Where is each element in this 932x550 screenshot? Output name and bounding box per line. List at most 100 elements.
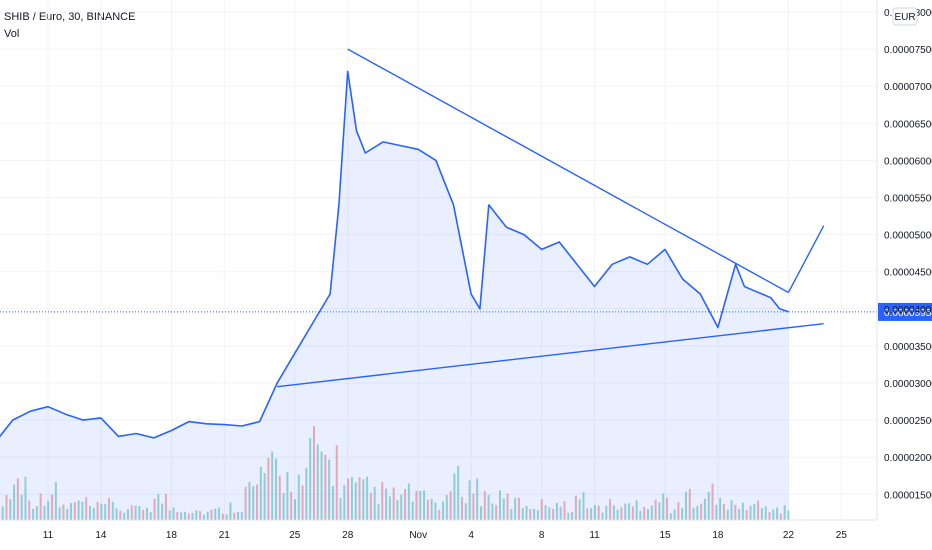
trendline bbox=[787, 225, 825, 293]
volume-bar bbox=[479, 506, 482, 520]
volume-bar bbox=[221, 513, 224, 520]
volume-bar bbox=[153, 498, 156, 520]
volume-bar bbox=[358, 477, 361, 520]
volume-bar bbox=[586, 508, 589, 520]
volume-bar bbox=[563, 501, 566, 520]
volume-bar bbox=[381, 482, 384, 520]
volume-bar bbox=[567, 512, 570, 520]
y-tick-label: 0.00002500 bbox=[884, 416, 932, 427]
volume-bar bbox=[161, 503, 164, 520]
volume-bar bbox=[738, 509, 741, 520]
volume-bar bbox=[92, 507, 95, 520]
x-tick-label: 15 bbox=[659, 530, 671, 541]
volume-bar bbox=[172, 507, 175, 520]
volume-bar bbox=[647, 509, 650, 520]
volume-label: Vol bbox=[4, 28, 20, 40]
volume-bar bbox=[309, 438, 312, 520]
volume-bar bbox=[149, 512, 152, 520]
volume-bar bbox=[423, 490, 426, 520]
currency-badge[interactable]: EUR bbox=[892, 7, 918, 26]
volume-bar bbox=[734, 504, 737, 520]
volume-bar bbox=[138, 506, 141, 520]
volume-bar bbox=[301, 485, 304, 520]
volume-bar bbox=[233, 512, 236, 520]
volume-bar bbox=[510, 508, 513, 520]
volume-bar bbox=[35, 506, 38, 520]
volume-bar bbox=[316, 444, 319, 520]
volume-bar bbox=[305, 468, 308, 520]
volume-bar bbox=[624, 503, 627, 520]
volume-bar bbox=[123, 512, 126, 520]
volume-bar bbox=[540, 499, 543, 520]
chart-title: SHIB / Euro, 30, BINANCE bbox=[4, 11, 136, 23]
volume-bar bbox=[468, 480, 471, 520]
x-tick-label: 18 bbox=[712, 530, 724, 541]
volume-bar bbox=[293, 499, 296, 520]
volume-bar bbox=[548, 507, 551, 520]
volume-bar bbox=[506, 493, 509, 520]
volume-bar bbox=[168, 510, 171, 520]
x-tick-label: 28 bbox=[342, 530, 354, 541]
volume-bar bbox=[631, 506, 634, 520]
volume-bar bbox=[164, 493, 167, 520]
volume-bar bbox=[328, 459, 331, 520]
y-tick-label: 0.00003500 bbox=[884, 342, 932, 353]
volume-bar bbox=[677, 502, 680, 520]
volume-bar bbox=[407, 483, 410, 520]
volume-bar bbox=[343, 485, 346, 520]
y-tick-label: 0.00005500 bbox=[884, 194, 932, 205]
volume-bar bbox=[16, 478, 19, 520]
x-tick-label: 21 bbox=[219, 530, 231, 541]
volume-bar bbox=[707, 491, 710, 520]
volume-bar bbox=[130, 505, 133, 520]
volume-bar bbox=[722, 504, 725, 520]
volume-bar bbox=[248, 482, 251, 520]
volume-bar bbox=[66, 508, 69, 520]
volume-bar bbox=[643, 506, 646, 520]
volume-bar bbox=[142, 509, 145, 520]
y-tick-label: 0.00006000 bbox=[884, 156, 932, 167]
volume-bar bbox=[730, 500, 733, 520]
trendline bbox=[347, 48, 789, 294]
volume-bar bbox=[669, 513, 672, 520]
y-tick-label: 0.00006500 bbox=[884, 119, 932, 130]
volume-bar bbox=[20, 494, 23, 520]
volume-bar bbox=[85, 497, 88, 520]
price-line bbox=[0, 70, 789, 439]
x-tick-label: 18 bbox=[166, 530, 178, 541]
volume-bar bbox=[445, 495, 448, 520]
x-tick-label: 14 bbox=[95, 530, 107, 541]
volume-bar bbox=[180, 512, 183, 520]
volume-bar bbox=[385, 488, 388, 520]
volume-bar bbox=[350, 477, 353, 520]
volume-bar bbox=[764, 506, 767, 520]
volume-bar bbox=[419, 490, 422, 520]
volume-bar bbox=[483, 491, 486, 520]
volume-bar bbox=[684, 491, 687, 520]
y-tick-label: 0.00004000 bbox=[884, 305, 932, 316]
volume-bar bbox=[578, 499, 581, 520]
volume-bar bbox=[104, 504, 107, 520]
y-tick-label: 0.00007500 bbox=[884, 45, 932, 56]
volume-bar bbox=[571, 511, 574, 520]
volume-bar bbox=[282, 492, 285, 520]
volume-bar bbox=[312, 426, 315, 520]
volume-bar bbox=[256, 484, 259, 520]
volume-bar bbox=[582, 492, 585, 520]
volume-bar bbox=[521, 508, 524, 520]
currency-badge-text: EUR bbox=[894, 12, 915, 23]
volume-bar bbox=[453, 473, 456, 520]
volume-bar bbox=[533, 509, 536, 520]
volume-bar bbox=[472, 493, 475, 520]
x-tick-label: 22 bbox=[783, 530, 795, 541]
volume-bar bbox=[502, 498, 505, 520]
volume-bar bbox=[100, 503, 103, 520]
volume-bar bbox=[772, 509, 775, 520]
volume-bar bbox=[111, 501, 114, 520]
volume-bar bbox=[498, 490, 501, 520]
volume-bar bbox=[654, 499, 657, 520]
volume-bar bbox=[442, 501, 445, 520]
volume-bar bbox=[605, 505, 608, 520]
volume-bar bbox=[749, 505, 752, 520]
